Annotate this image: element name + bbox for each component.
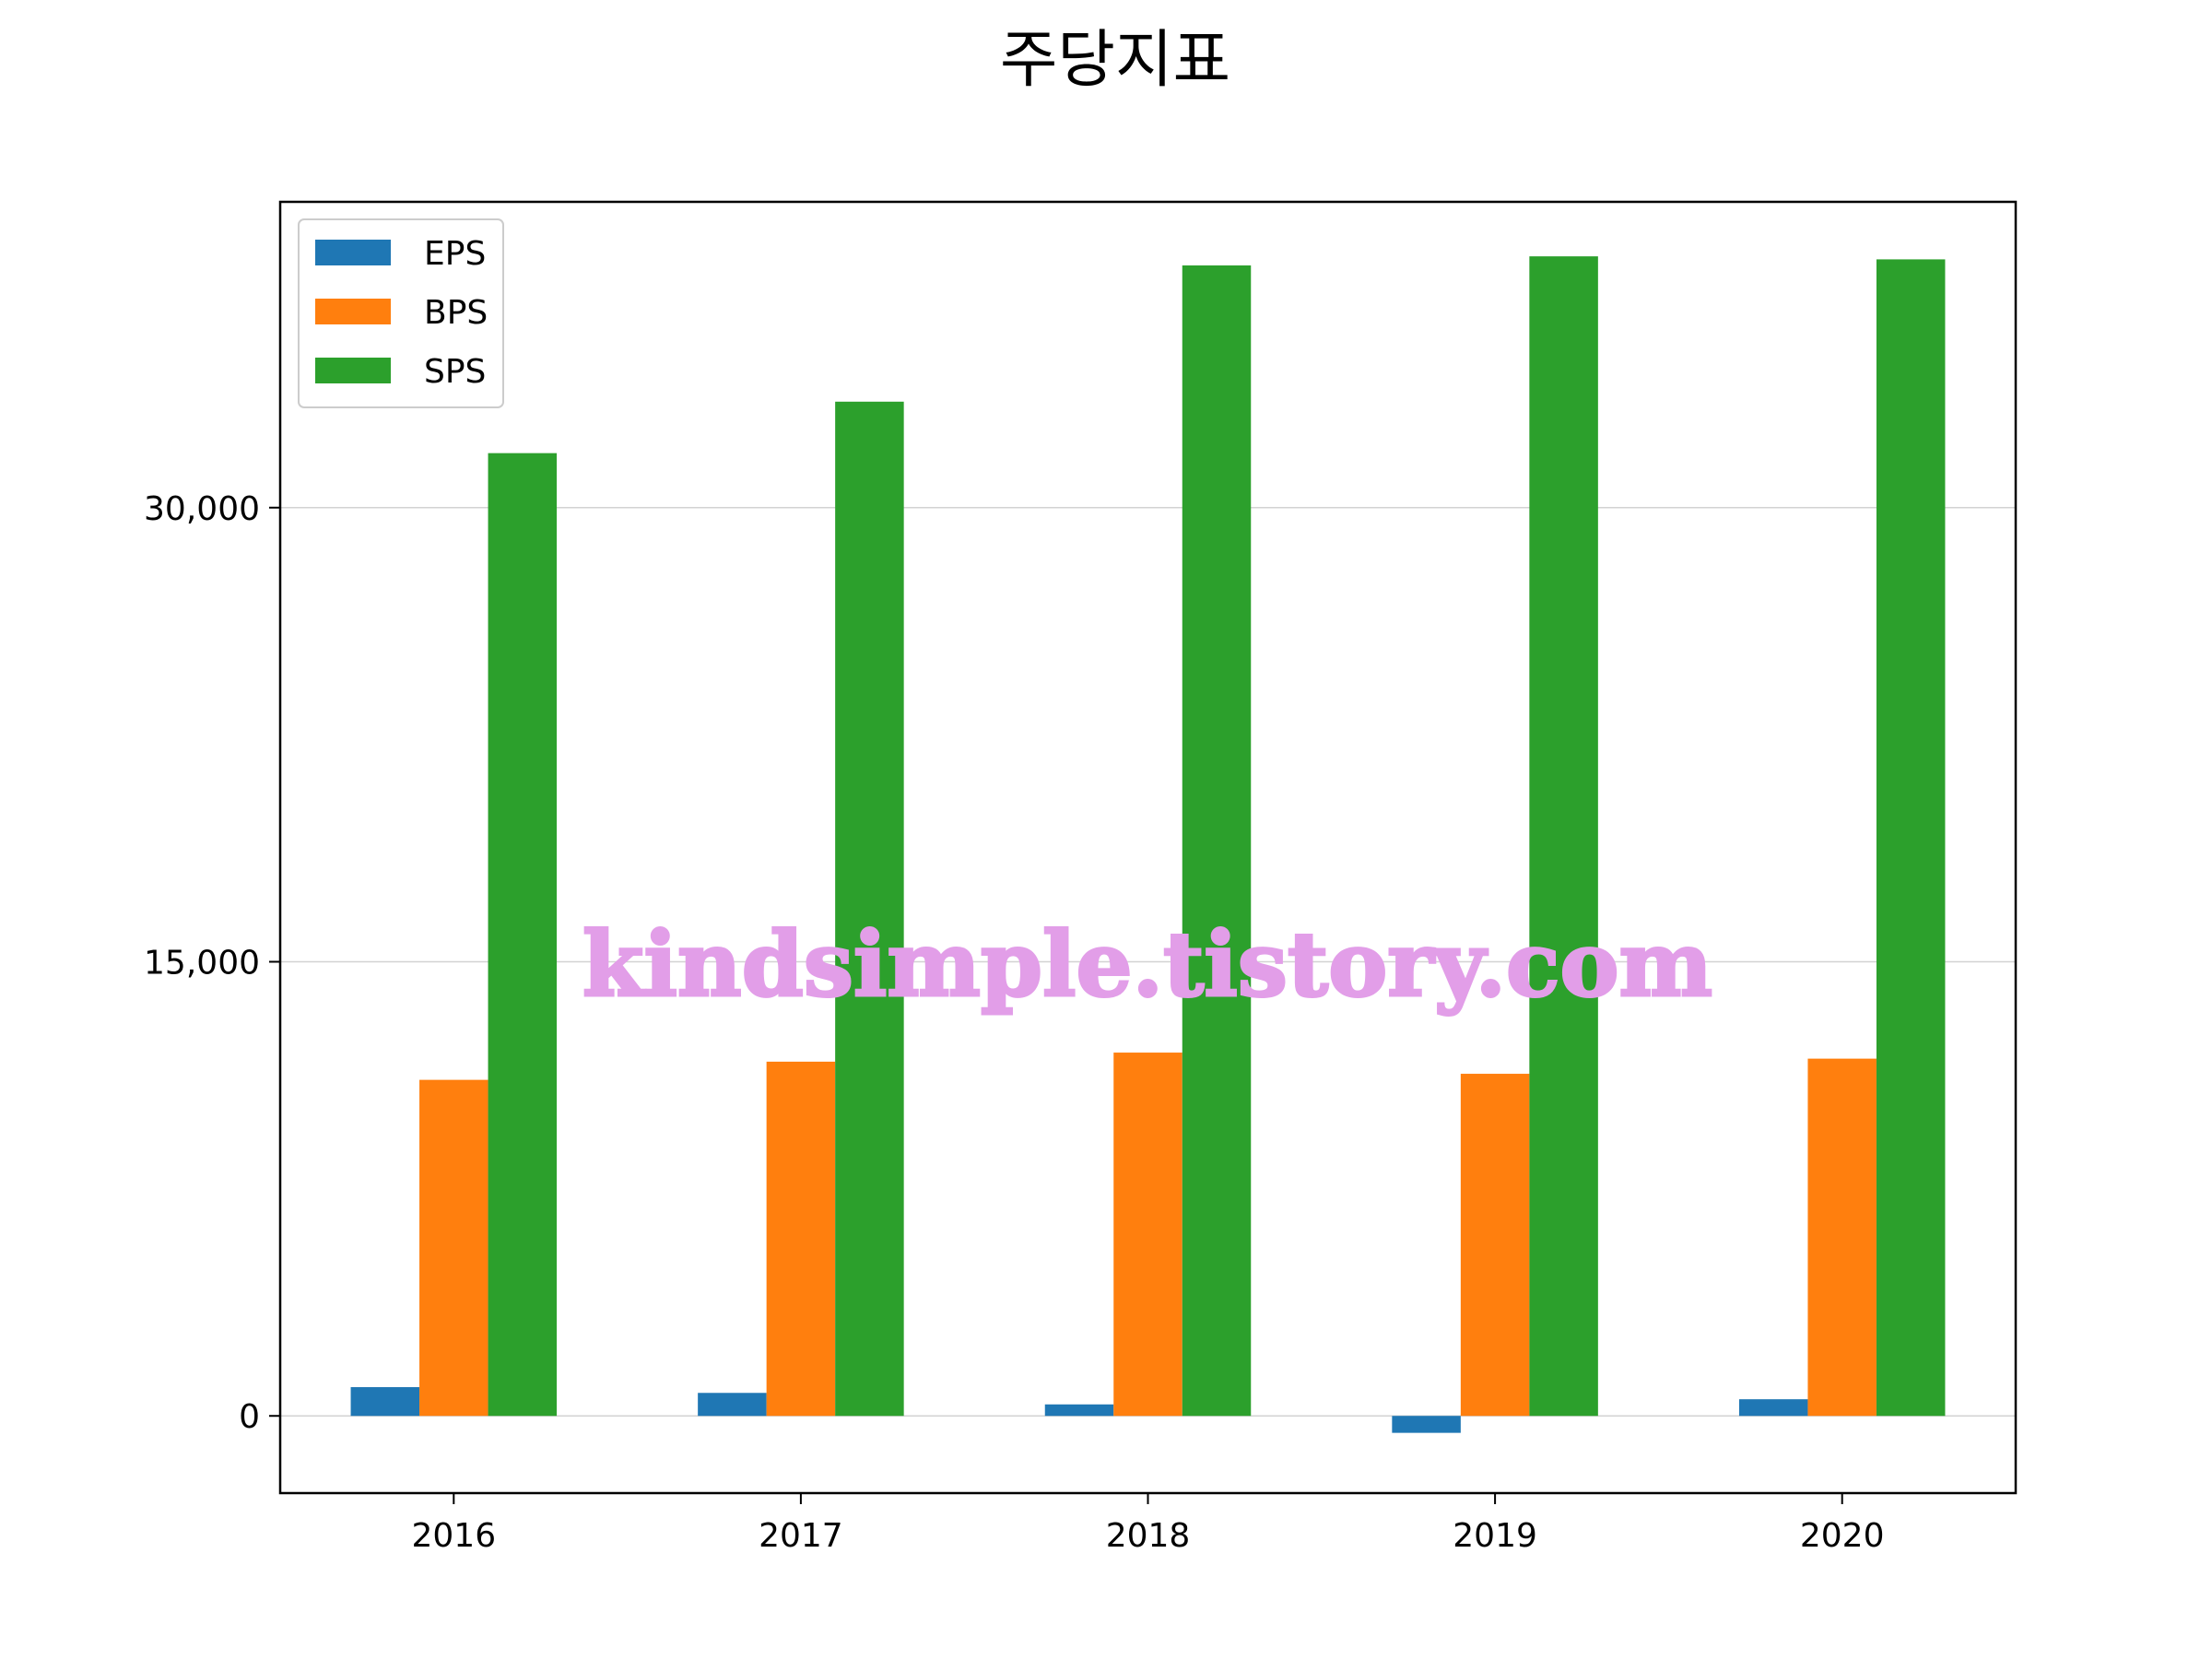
x-axis: 2016 2017 2018 2019 2020 (411, 1493, 1885, 1555)
bar-sps-2018 (1182, 265, 1252, 1417)
bar-eps-2016 (350, 1387, 420, 1417)
chart-title: 주당지표 (1000, 24, 1230, 97)
bar-eps-2019 (1392, 1416, 1461, 1433)
bar-eps-2017 (698, 1393, 767, 1417)
legend-label-eps: EPS (424, 235, 486, 273)
bar-bps-2017 (766, 1061, 836, 1417)
y-tick-label: 0 (239, 1398, 260, 1436)
x-tick-label: 2017 (759, 1517, 843, 1555)
bars (350, 256, 1946, 1433)
bar-bps-2016 (419, 1079, 488, 1417)
x-tick-label: 2020 (1800, 1517, 1885, 1555)
bar-sps-2020 (1876, 259, 1946, 1417)
x-tick-label: 2016 (411, 1517, 496, 1555)
bar-sps-2016 (488, 453, 558, 1417)
legend-swatch-sps (315, 358, 391, 383)
bar-bps-2019 (1460, 1074, 1530, 1417)
y-tick-label: 30,000 (144, 490, 260, 528)
legend-label-sps: SPS (424, 353, 486, 391)
x-tick-label: 2019 (1453, 1517, 1537, 1555)
legend-swatch-bps (315, 299, 391, 324)
y-tick-label: 15,000 (144, 945, 260, 982)
legend-label-bps: BPS (424, 294, 488, 332)
legend: EPS BPS SPS (298, 218, 504, 408)
bar-bps-2018 (1113, 1053, 1182, 1417)
y-axis: 0 15,000 30,000 (144, 490, 280, 1436)
legend-swatch-eps (315, 240, 391, 265)
bar-sps-2017 (835, 401, 904, 1417)
x-tick-label: 2018 (1106, 1517, 1191, 1555)
watermark: kindsimple.tistory.com (582, 912, 1712, 1017)
bar-sps-2019 (1529, 256, 1598, 1417)
bar-eps-2018 (1044, 1404, 1114, 1417)
bar-eps-2020 (1738, 1399, 1808, 1417)
bar-bps-2020 (1807, 1058, 1877, 1417)
